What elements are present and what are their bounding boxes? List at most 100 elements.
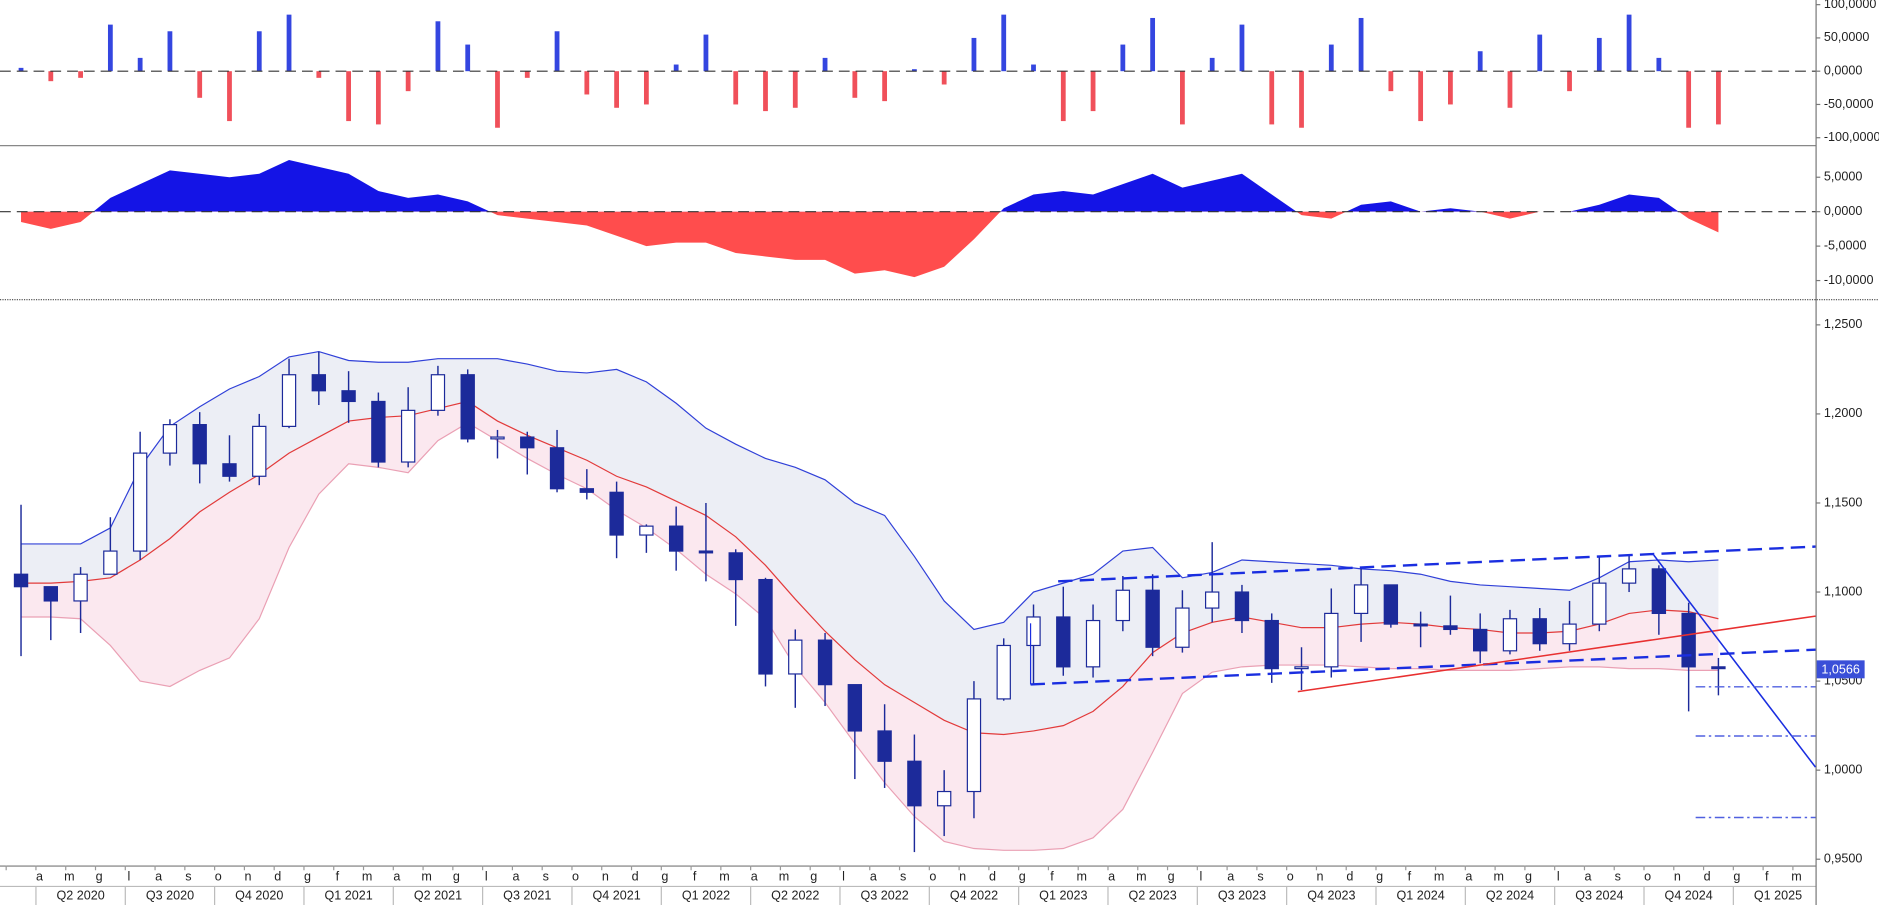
histogram-bar <box>1180 71 1185 125</box>
candle-body <box>1592 582 1607 625</box>
candle-body <box>490 436 505 440</box>
x-tick-label: m <box>1077 870 1087 884</box>
candle-body <box>788 639 803 675</box>
candle-body <box>1204 591 1220 609</box>
quarter-label: Q2 2023 <box>1129 888 1177 902</box>
candle-body <box>579 488 595 493</box>
histogram-bar <box>1448 71 1453 105</box>
x-tick-label: l <box>1200 870 1203 884</box>
x-tick-label: d <box>1704 870 1711 884</box>
x-tick-label: l <box>127 870 130 884</box>
candle-body <box>43 586 58 602</box>
candle-body <box>1383 584 1399 625</box>
histogram-bar <box>1209 57 1215 72</box>
x-tick-label: a <box>1227 870 1234 884</box>
histogram-bar <box>1358 17 1364 72</box>
trend-line-red <box>1297 615 1816 693</box>
x-tick-label: f <box>1050 870 1054 884</box>
candle-body <box>371 400 386 463</box>
x-tick-label: d <box>989 870 996 884</box>
y-tick-label: -100,0000 <box>1824 130 1879 144</box>
quarter-label: Q2 2020 <box>56 888 104 902</box>
x-tick-label: d <box>1346 870 1353 884</box>
candle-body <box>1085 619 1101 668</box>
x-tick-label: g <box>1733 870 1740 884</box>
histogram-bar <box>1656 57 1662 72</box>
quarter-label: Q1 2021 <box>324 888 372 902</box>
histogram-bar <box>137 57 143 72</box>
quarter-label: Q4 2020 <box>235 888 283 902</box>
candle-body <box>400 409 416 463</box>
drawings <box>1029 545 1817 819</box>
histogram-bar <box>703 34 709 72</box>
candle-body <box>520 436 535 449</box>
histogram-bar <box>1596 37 1602 72</box>
candle-body <box>907 760 922 807</box>
candle-body <box>73 573 88 602</box>
x-tick-label: a <box>870 870 877 884</box>
x-tick-label: f <box>336 870 340 884</box>
histogram-bar <box>1031 64 1036 72</box>
x-tick-label: m <box>779 870 789 884</box>
x-tick-label: m <box>719 870 729 884</box>
x-tick-label: n <box>244 870 251 884</box>
panel: 5,0000 0,0000 -5,0000 -10,0000 <box>0 160 1874 287</box>
band-lower <box>21 422 1719 851</box>
candle-body <box>817 639 833 686</box>
candle-body <box>698 550 714 554</box>
band-fill-lower <box>21 401 1719 851</box>
histogram-bar <box>1060 71 1066 122</box>
candle-body <box>609 491 624 536</box>
histogram-bar <box>1507 71 1513 108</box>
histogram-bar <box>614 71 620 108</box>
quarter-label: Q1 2022 <box>682 888 730 902</box>
quarter-label: Q3 2021 <box>503 888 551 902</box>
last-price-label: 1,0566 <box>1821 662 1859 676</box>
quarter-label: Q3 2024 <box>1575 888 1623 902</box>
histogram-bar <box>673 64 679 72</box>
quarter-label: Q1 2023 <box>1039 888 1087 902</box>
candle-body <box>966 698 982 793</box>
quarter-label: Q1 2025 <box>1754 888 1802 902</box>
histogram-bar <box>1299 71 1304 128</box>
quarter-label: Q4 2024 <box>1665 888 1713 902</box>
histogram-bar <box>256 31 262 72</box>
quarter-label: Q3 2020 <box>146 888 194 902</box>
y-tick-label: 1,1000 <box>1824 584 1862 598</box>
quarter-label: Q4 2023 <box>1307 888 1355 902</box>
x-tick-label: a <box>36 870 43 884</box>
histogram-bar <box>107 24 113 72</box>
candle-body <box>311 374 327 392</box>
candle-body <box>222 463 237 477</box>
x-tick-label: a <box>1465 870 1472 884</box>
histogram-bar <box>1001 14 1007 72</box>
quarter-label: Q3 2023 <box>1218 888 1266 902</box>
histogram-bar <box>882 71 888 102</box>
x-tick-label: n <box>959 870 966 884</box>
x-tick-label: s <box>1257 870 1263 884</box>
histogram-bar <box>792 71 798 108</box>
x-tick-label: a <box>393 870 400 884</box>
histogram-bar <box>1120 44 1126 72</box>
candle-body <box>13 573 29 588</box>
histogram-bar <box>78 71 83 78</box>
candle-body <box>847 684 863 732</box>
candle-body <box>430 374 446 411</box>
last-price-box <box>1816 660 1865 679</box>
x-tick-label: g <box>1019 870 1026 884</box>
candle-body <box>103 550 118 575</box>
oscillator-area <box>21 211 1719 278</box>
histogram-bar <box>48 71 54 82</box>
x-tick-label: m <box>362 870 372 884</box>
candle-body <box>1324 612 1339 668</box>
x-tick-label: f <box>1765 870 1769 884</box>
y-tick-label: 1,1500 <box>1824 495 1862 509</box>
histogram-bar <box>18 67 24 72</box>
histogram-bar <box>1150 17 1156 72</box>
histogram-bar <box>554 31 560 72</box>
histogram-bar <box>227 71 232 122</box>
histogram-bar <box>197 71 203 98</box>
